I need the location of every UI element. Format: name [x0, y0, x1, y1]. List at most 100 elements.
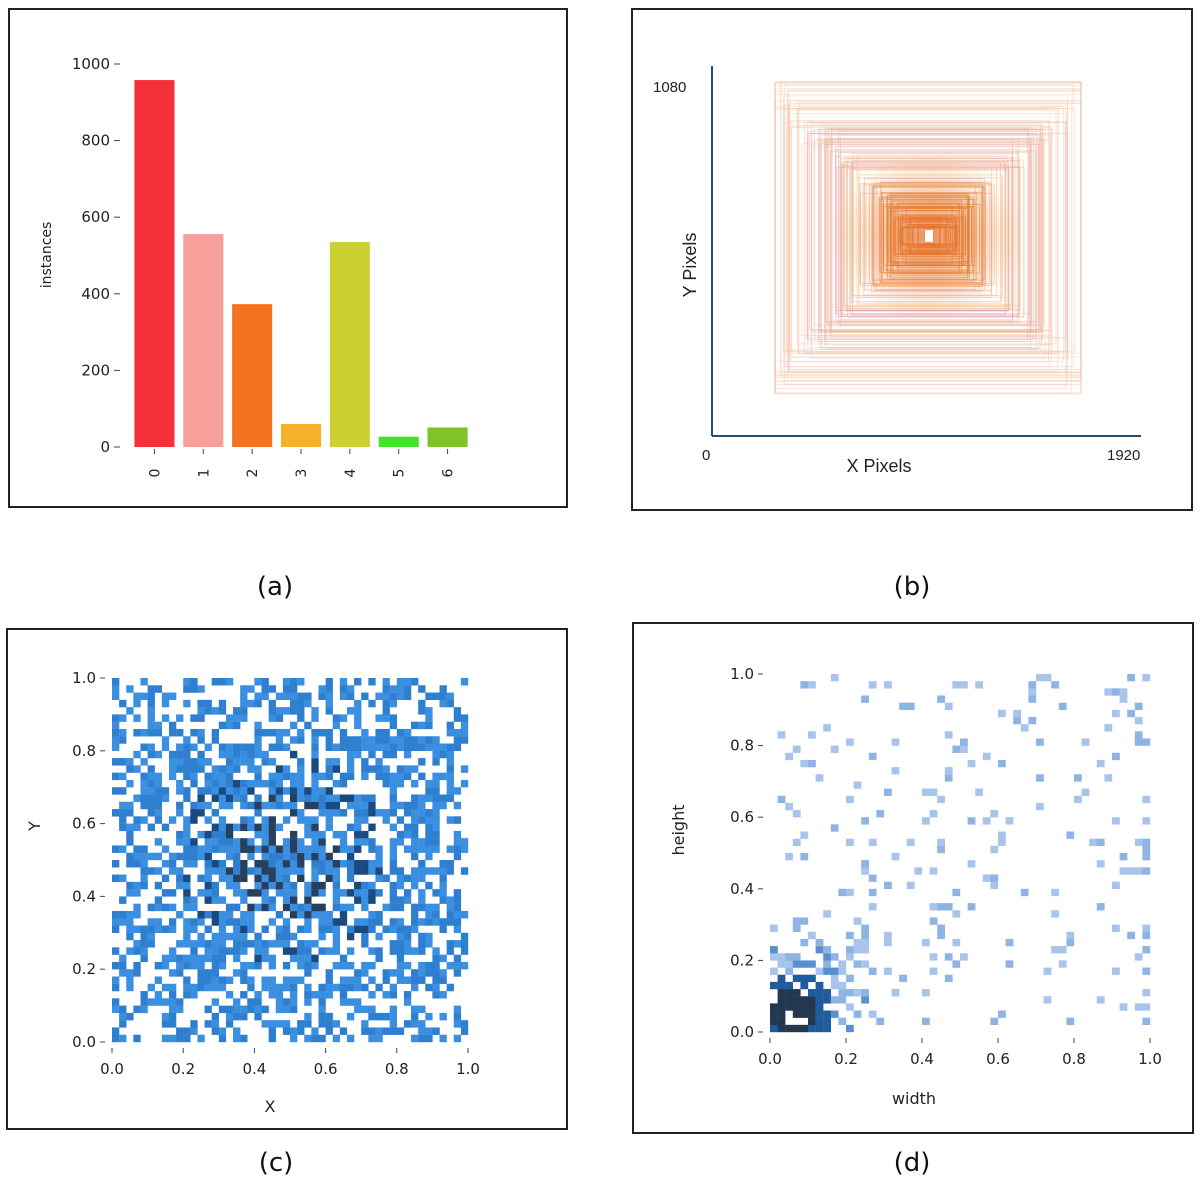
- heatmap-cell: [311, 714, 319, 722]
- heatmap-cell: [133, 947, 141, 955]
- heatmap-cell: [403, 750, 412, 759]
- heatmap-cell: [432, 838, 440, 846]
- heatmap-cell: [453, 896, 462, 904]
- heatmap-cell: [268, 1034, 276, 1043]
- heatmap-cell: [332, 1020, 341, 1028]
- heatmap-cell: [282, 728, 291, 737]
- heatmap-cell: [346, 736, 355, 744]
- heatmap-cell: [176, 874, 184, 883]
- heatmap-cell: [140, 758, 148, 766]
- heatmap-cell: [147, 728, 155, 737]
- heatmap-cell: [332, 940, 341, 948]
- heatmap-cell: [240, 816, 248, 824]
- x-tick-label: 0.2: [171, 1060, 195, 1078]
- heatmap-cell: [112, 685, 120, 693]
- heatmap-cell: [112, 874, 120, 883]
- heatmap-cell: [325, 1027, 333, 1035]
- heatmap-cell: [998, 831, 1006, 839]
- heatmap-cell: [382, 991, 390, 999]
- heatmap-cell: [375, 954, 383, 963]
- heatmap-cell: [119, 1012, 127, 1021]
- heatmap-cell: [183, 787, 191, 795]
- heatmap-cell: [290, 685, 298, 693]
- heatmap-cell: [168, 889, 177, 897]
- heatmap-cell: [368, 750, 376, 759]
- heatmap-cell: [240, 838, 248, 846]
- heatmap-cell: [147, 699, 155, 708]
- heatmap-cell: [325, 758, 333, 766]
- heatmap-cell: [211, 998, 219, 1006]
- heatmap-cell: [418, 758, 426, 766]
- heatmap-cell: [389, 896, 397, 904]
- heatmap-cell: [823, 953, 831, 961]
- heatmap-cell: [823, 910, 831, 918]
- heatmap-cell: [161, 1034, 170, 1043]
- heatmap-cell: [304, 925, 312, 933]
- heatmap-cell: [446, 758, 454, 766]
- heatmap-cell: [325, 925, 333, 933]
- heatmap-cell: [1028, 695, 1037, 703]
- heatmap-cell: [233, 707, 241, 715]
- heatmap-cell: [233, 932, 241, 941]
- heatmap-cell: [126, 838, 134, 846]
- heatmap-cell: [418, 1027, 426, 1035]
- heatmap-cell: [119, 969, 127, 977]
- heatmap-cell: [339, 991, 348, 999]
- heatmap-cell: [204, 867, 212, 875]
- heatmap-cell: [1134, 702, 1143, 710]
- heatmap-cell: [960, 745, 968, 753]
- heatmap-cell: [254, 750, 262, 759]
- heatmap-cell: [815, 989, 824, 997]
- caption-c: (c): [258, 1148, 294, 1178]
- heatmap-cell: [161, 874, 170, 883]
- y-tick-label: 0.0: [72, 1033, 96, 1051]
- heatmap-cell: [261, 758, 269, 766]
- heatmap-cell: [126, 881, 134, 890]
- heatmap-cell: [325, 787, 333, 795]
- heatmap-cell: [389, 845, 397, 853]
- heatmap-cell: [318, 1005, 326, 1014]
- heatmap-cell: [453, 845, 462, 853]
- heatmap-cell: [275, 867, 284, 875]
- heatmap-cell: [161, 983, 170, 992]
- heatmap-cell: [339, 903, 348, 912]
- heatmap-cell: [339, 918, 348, 926]
- heatmap-cell: [453, 852, 462, 861]
- y-tick-label: 0.8: [730, 737, 754, 755]
- heatmap-cell: [282, 1027, 291, 1035]
- heatmap-cell: [899, 702, 907, 710]
- heatmap-cell: [218, 947, 227, 955]
- heatmap-cell: [133, 692, 141, 701]
- heatmap-cell: [354, 1005, 362, 1014]
- heatmap-cell: [411, 910, 419, 919]
- heatmap-cell: [411, 925, 419, 933]
- heatmap-cell: [325, 976, 333, 984]
- heatmap-cell: [275, 736, 284, 744]
- heatmap-cell: [439, 801, 447, 810]
- heatmap-cell: [411, 809, 419, 817]
- heatmap-cell: [868, 1010, 877, 1018]
- heatmap-cell: [346, 925, 355, 933]
- heatmap-cell: [346, 852, 355, 861]
- heatmap-cell: [1066, 831, 1075, 839]
- heatmap-cell: [418, 838, 426, 846]
- heatmap-cell: [133, 816, 141, 824]
- heatmap-cell: [311, 772, 319, 781]
- heatmap-cell: [261, 867, 269, 875]
- heatmap-cell: [304, 794, 312, 802]
- heatmap-cell: [275, 991, 284, 999]
- heatmap-cell: [297, 838, 305, 846]
- heatmap-cell: [325, 860, 333, 868]
- heatmap-cell: [311, 903, 319, 912]
- bbox: [807, 121, 1067, 339]
- heatmap-cell: [147, 925, 155, 933]
- bbox: [774, 82, 1082, 394]
- heatmap-cell: [247, 838, 255, 846]
- heatmap-cell: [225, 932, 234, 941]
- heatmap-cell: [808, 1017, 816, 1026]
- heatmap-cell: [112, 1005, 120, 1014]
- heatmap-cell: [282, 932, 291, 941]
- heatmap-cell: [211, 969, 219, 977]
- heatmap-cell: [368, 1027, 376, 1035]
- heatmap-cell: [411, 918, 419, 926]
